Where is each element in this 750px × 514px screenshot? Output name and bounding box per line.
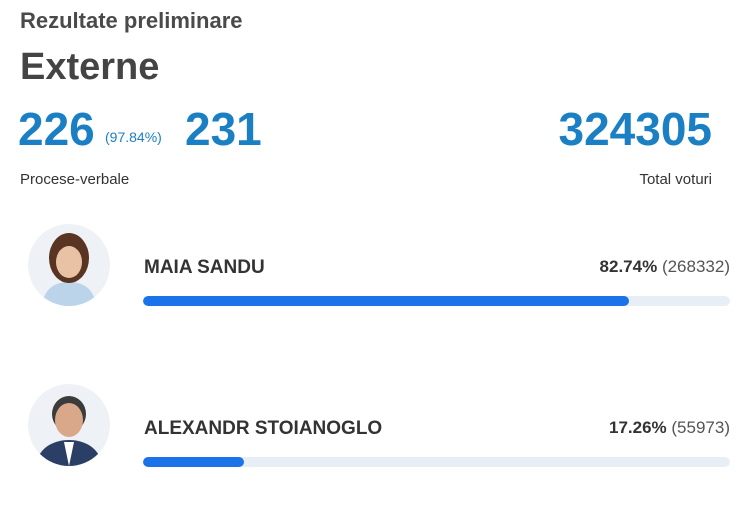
bar-track xyxy=(143,457,730,467)
candidate-photo xyxy=(28,224,110,306)
region-title: Externe xyxy=(20,46,160,88)
votes-label: Total voturi xyxy=(639,171,712,188)
candidate-result: 82.74% (268332) xyxy=(600,257,730,277)
percent: 17.26% xyxy=(608,418,667,437)
total-votes: 324305 xyxy=(558,103,713,155)
candidate: MAIA SANDU 82.74% (268332) xyxy=(0,210,750,340)
processed-percent: (97.84%) xyxy=(105,129,162,145)
votes: (268332) xyxy=(661,257,730,276)
reports-label: Procese-verbale xyxy=(20,171,130,188)
processed-count: 226 xyxy=(18,103,95,155)
bar-track xyxy=(143,296,730,306)
bar xyxy=(143,296,629,306)
votes: (55973) xyxy=(671,418,730,437)
candidate-result: 17.26% (55973) xyxy=(609,418,730,438)
total-reports: 231 xyxy=(185,103,262,155)
candidate: ALEXANDR STOIANOGLO 17.26% (55973) xyxy=(0,370,750,500)
bar xyxy=(143,457,245,467)
candidate-photo xyxy=(28,384,110,466)
candidate-name: MAIA SANDU xyxy=(144,257,265,278)
candidate-name: ALEXANDR STOIANOGLO xyxy=(144,418,383,439)
percent: 82.74% xyxy=(599,257,658,276)
page-title: Rezultate preliminare xyxy=(20,8,243,33)
